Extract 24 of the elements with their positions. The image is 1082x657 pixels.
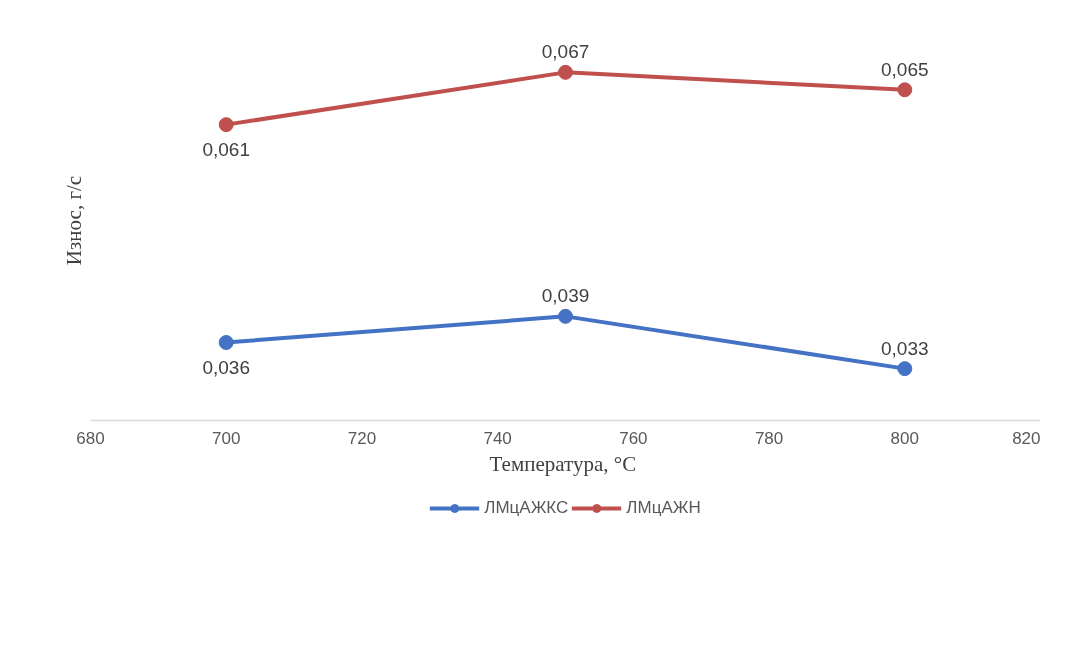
- data-label: 0,033: [881, 337, 929, 359]
- data-label: 0,067: [541, 41, 590, 63]
- point: [897, 361, 913, 377]
- y-axis-title: Износ, г/с: [61, 175, 86, 266]
- data-label: 0,036: [202, 356, 250, 378]
- point: [218, 335, 234, 350]
- data-label: 0,065: [881, 58, 929, 80]
- x-tick-label: 760: [619, 428, 648, 448]
- x-tick-label: 680: [76, 428, 105, 448]
- legend-label: ЛМцАЖКС: [484, 498, 569, 518]
- data-label: 0,039: [541, 285, 590, 307]
- point: [558, 308, 573, 324]
- x-tick-label: 820: [1012, 428, 1041, 448]
- x-axis-title: Температура, °С: [489, 451, 637, 476]
- point: [558, 64, 573, 80]
- x-tick-label: 780: [754, 428, 784, 448]
- x-tick-label: 720: [347, 428, 377, 448]
- point: [897, 82, 913, 98]
- point: [218, 117, 234, 133]
- legend-label: ЛМцАЖН: [626, 498, 701, 518]
- x-tick-label: 740: [483, 428, 512, 448]
- x-tick-label: 800: [890, 428, 919, 448]
- data-label: 0,061: [202, 138, 250, 160]
- x-tick-label: 700: [212, 428, 241, 448]
